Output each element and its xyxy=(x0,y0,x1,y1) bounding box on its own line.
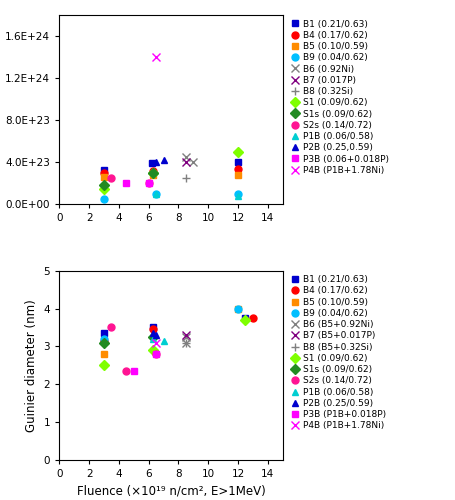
Legend: B1 (0.21/0.63), B4 (0.17/0.62), B5 (0.10/0.59), B9 (0.04/0.62), B6 (0.92Ni), B7 : B1 (0.21/0.63), B4 (0.17/0.62), B5 (0.10… xyxy=(291,20,388,175)
Y-axis label: Guinier diameter (nm): Guinier diameter (nm) xyxy=(25,299,38,432)
Legend: B1 (0.21/0.63), B4 (0.17/0.62), B5 (0.10/0.59), B9 (0.04/0.62), B6 (B5+0.92Ni), : B1 (0.21/0.63), B4 (0.17/0.62), B5 (0.10… xyxy=(291,275,385,430)
X-axis label: Fluence (×10¹⁹ n/cm², E>1MeV): Fluence (×10¹⁹ n/cm², E>1MeV) xyxy=(76,484,265,498)
